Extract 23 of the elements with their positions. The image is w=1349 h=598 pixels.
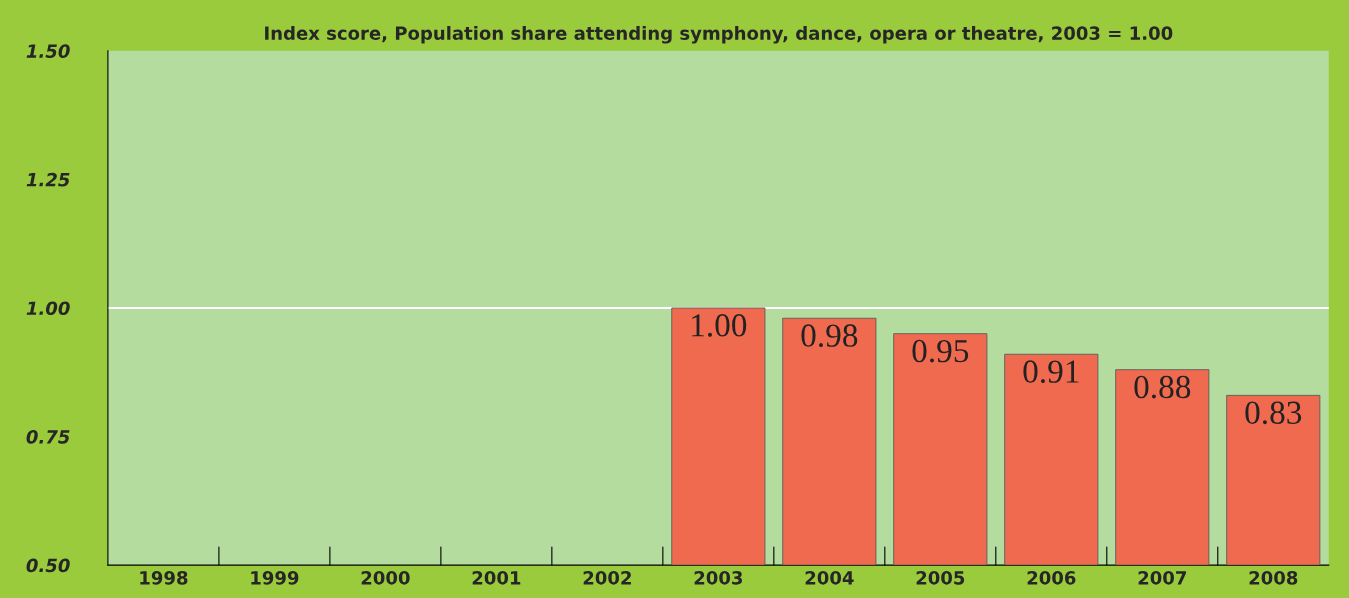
x-tick-label: 2000	[361, 570, 410, 585]
x-tick-label: 2007	[1138, 570, 1186, 585]
x-tick-label: 2006	[1027, 570, 1076, 585]
y-tick-label: 1.00	[26, 301, 70, 316]
x-tick-label: 2004	[805, 570, 854, 585]
data-label: 0.95	[912, 339, 969, 363]
y-tick-label: 1.50	[26, 44, 70, 58]
x-tick-label: 1998	[140, 570, 188, 585]
y-tick-label: 1.25	[26, 172, 70, 187]
data-label: 1.00	[692, 314, 747, 337]
x-tick-label: 2008	[1249, 570, 1298, 585]
data-label: 0.98	[801, 324, 858, 347]
chart-title: Index score, Population share attending symphony, dance, opera or theatre, 2003 = 1.00	[265, 26, 1173, 44]
x-tick-label: 2003	[694, 570, 743, 585]
y-tick-label: 0.50	[26, 558, 70, 573]
y-tick-label: 0.75	[26, 430, 70, 444]
x-tick-label: 2001	[472, 570, 521, 585]
data-label: 0.91	[1023, 360, 1079, 383]
x-tick-label: 1999	[251, 571, 299, 585]
x-tick-label: 2002	[583, 570, 631, 585]
data-label: 0.88	[1134, 375, 1191, 399]
x-tick-label: 2005	[916, 570, 965, 585]
data-label: 0.83	[1245, 401, 1302, 425]
